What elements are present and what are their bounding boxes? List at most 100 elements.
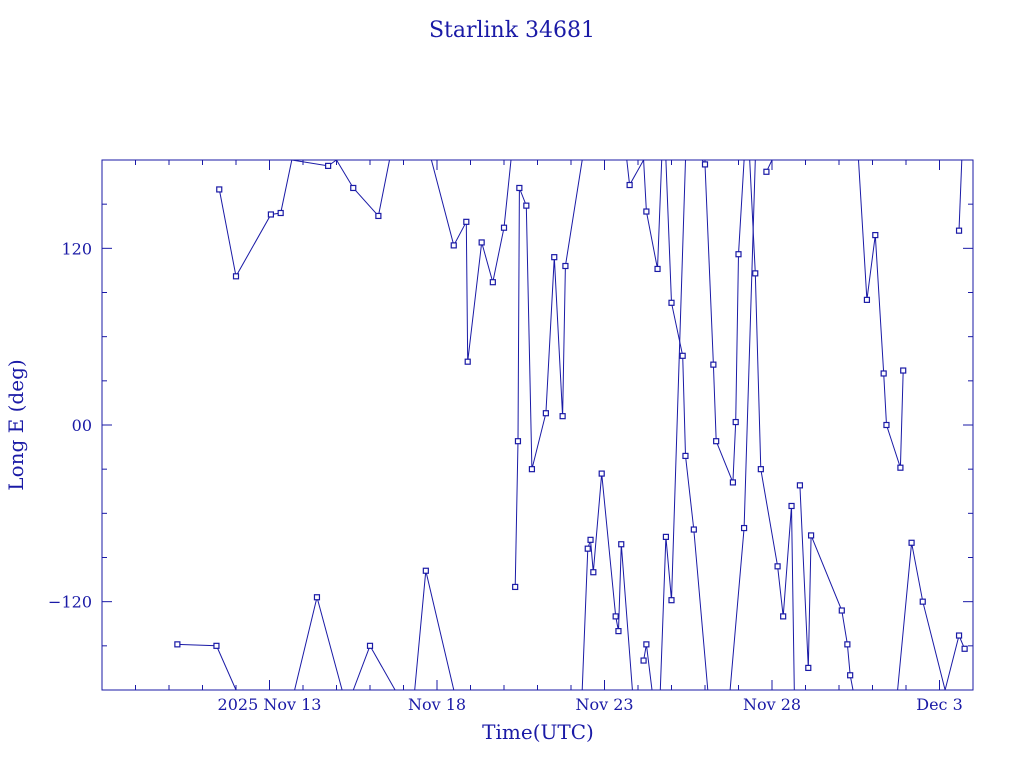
data-point <box>213 642 220 649</box>
data-point <box>174 641 181 648</box>
data-point <box>740 524 748 532</box>
x-tick-label: 2025 Nov 13 <box>218 695 322 714</box>
series-line-13 <box>858 160 904 468</box>
data-point <box>643 641 650 648</box>
data-point <box>514 438 522 445</box>
data-point <box>528 466 536 473</box>
data-point <box>732 418 739 426</box>
data-point <box>584 545 591 552</box>
data-point <box>277 209 284 217</box>
series-line-1 <box>218 160 512 362</box>
data-point <box>872 231 879 239</box>
data-point <box>729 479 737 486</box>
data-point <box>679 352 686 359</box>
data-point <box>668 299 675 306</box>
data-point <box>489 279 496 286</box>
data-point <box>883 421 890 429</box>
data-point <box>313 594 321 601</box>
data-point <box>450 242 457 249</box>
y-tick-label: −120 <box>48 593 92 612</box>
axes-layer: 2025 Nov 13 Nov 18 Nov 23 Nov 28 Dec 3 −120 00… <box>48 160 973 714</box>
data-point <box>551 254 558 261</box>
series-line-19 <box>414 570 455 690</box>
data-point <box>523 202 530 209</box>
data-point <box>908 539 915 546</box>
data-point <box>662 533 670 540</box>
data-point <box>375 212 382 220</box>
x-axis-label: Time(UTC) <box>482 720 594 744</box>
data-point <box>919 598 926 605</box>
data-point <box>587 536 594 543</box>
data-point <box>844 641 851 648</box>
data-point <box>955 632 963 639</box>
data-point <box>618 541 625 548</box>
x-tick-label: Nov 23 <box>575 695 633 714</box>
series-line-16 <box>177 643 237 690</box>
data-point <box>690 526 697 533</box>
series-line-8 <box>701 160 745 483</box>
data-point <box>598 470 605 477</box>
series-line-18 <box>352 644 396 690</box>
data-point <box>863 296 871 303</box>
series-line-3 <box>581 473 633 690</box>
series-layer <box>174 160 968 690</box>
x-tick-label: Nov 18 <box>408 695 466 714</box>
data-point <box>961 645 968 652</box>
series-line-4 <box>626 160 663 269</box>
data-point <box>807 532 815 539</box>
data-point <box>668 597 675 604</box>
series-line-2 <box>514 160 583 587</box>
chart-title: Starlink 34681 <box>429 18 595 43</box>
data-point <box>559 413 566 420</box>
data-point <box>847 672 854 679</box>
data-point <box>838 607 845 614</box>
data-point <box>654 265 661 273</box>
data-point <box>232 273 240 280</box>
data-point <box>615 628 622 635</box>
data-point <box>542 410 549 417</box>
series-line-15 <box>958 160 963 231</box>
data-point <box>512 583 519 591</box>
data-point <box>350 184 357 192</box>
series-line-5 <box>643 644 653 690</box>
data-point <box>463 218 470 225</box>
data-point <box>710 361 717 368</box>
data-point <box>880 370 887 377</box>
data-point <box>796 482 804 489</box>
data-point <box>422 567 429 574</box>
data-point <box>763 168 770 175</box>
data-point <box>757 466 764 473</box>
data-point <box>643 208 650 215</box>
data-point <box>216 186 223 193</box>
data-point <box>500 224 508 231</box>
data-point <box>780 613 787 620</box>
data-point <box>955 227 963 234</box>
data-point <box>325 162 332 169</box>
data-point <box>366 642 374 649</box>
data-point <box>626 181 633 189</box>
data-point <box>788 502 795 510</box>
series-line-17 <box>294 597 343 690</box>
y-tick-label: 120 <box>61 239 92 258</box>
data-point <box>752 270 759 277</box>
y-axis-label: Long E (deg) <box>4 359 28 490</box>
data-point <box>713 438 720 445</box>
x-tick-label: Dec 3 <box>916 695 963 714</box>
series-line-14 <box>897 542 966 690</box>
data-point <box>516 184 523 192</box>
series-line-12 <box>799 485 854 690</box>
data-point <box>682 452 689 460</box>
data-point <box>805 664 812 672</box>
y-tick-label: 00 <box>72 416 92 435</box>
data-point <box>267 211 274 218</box>
series-line-10 <box>749 160 795 690</box>
data-point <box>612 613 619 620</box>
data-point <box>562 262 569 270</box>
data-point <box>900 367 907 374</box>
x-tick-label: Nov 28 <box>743 695 801 714</box>
series-line-6 <box>659 160 686 690</box>
data-point <box>478 239 485 246</box>
series-line-7 <box>665 160 709 690</box>
